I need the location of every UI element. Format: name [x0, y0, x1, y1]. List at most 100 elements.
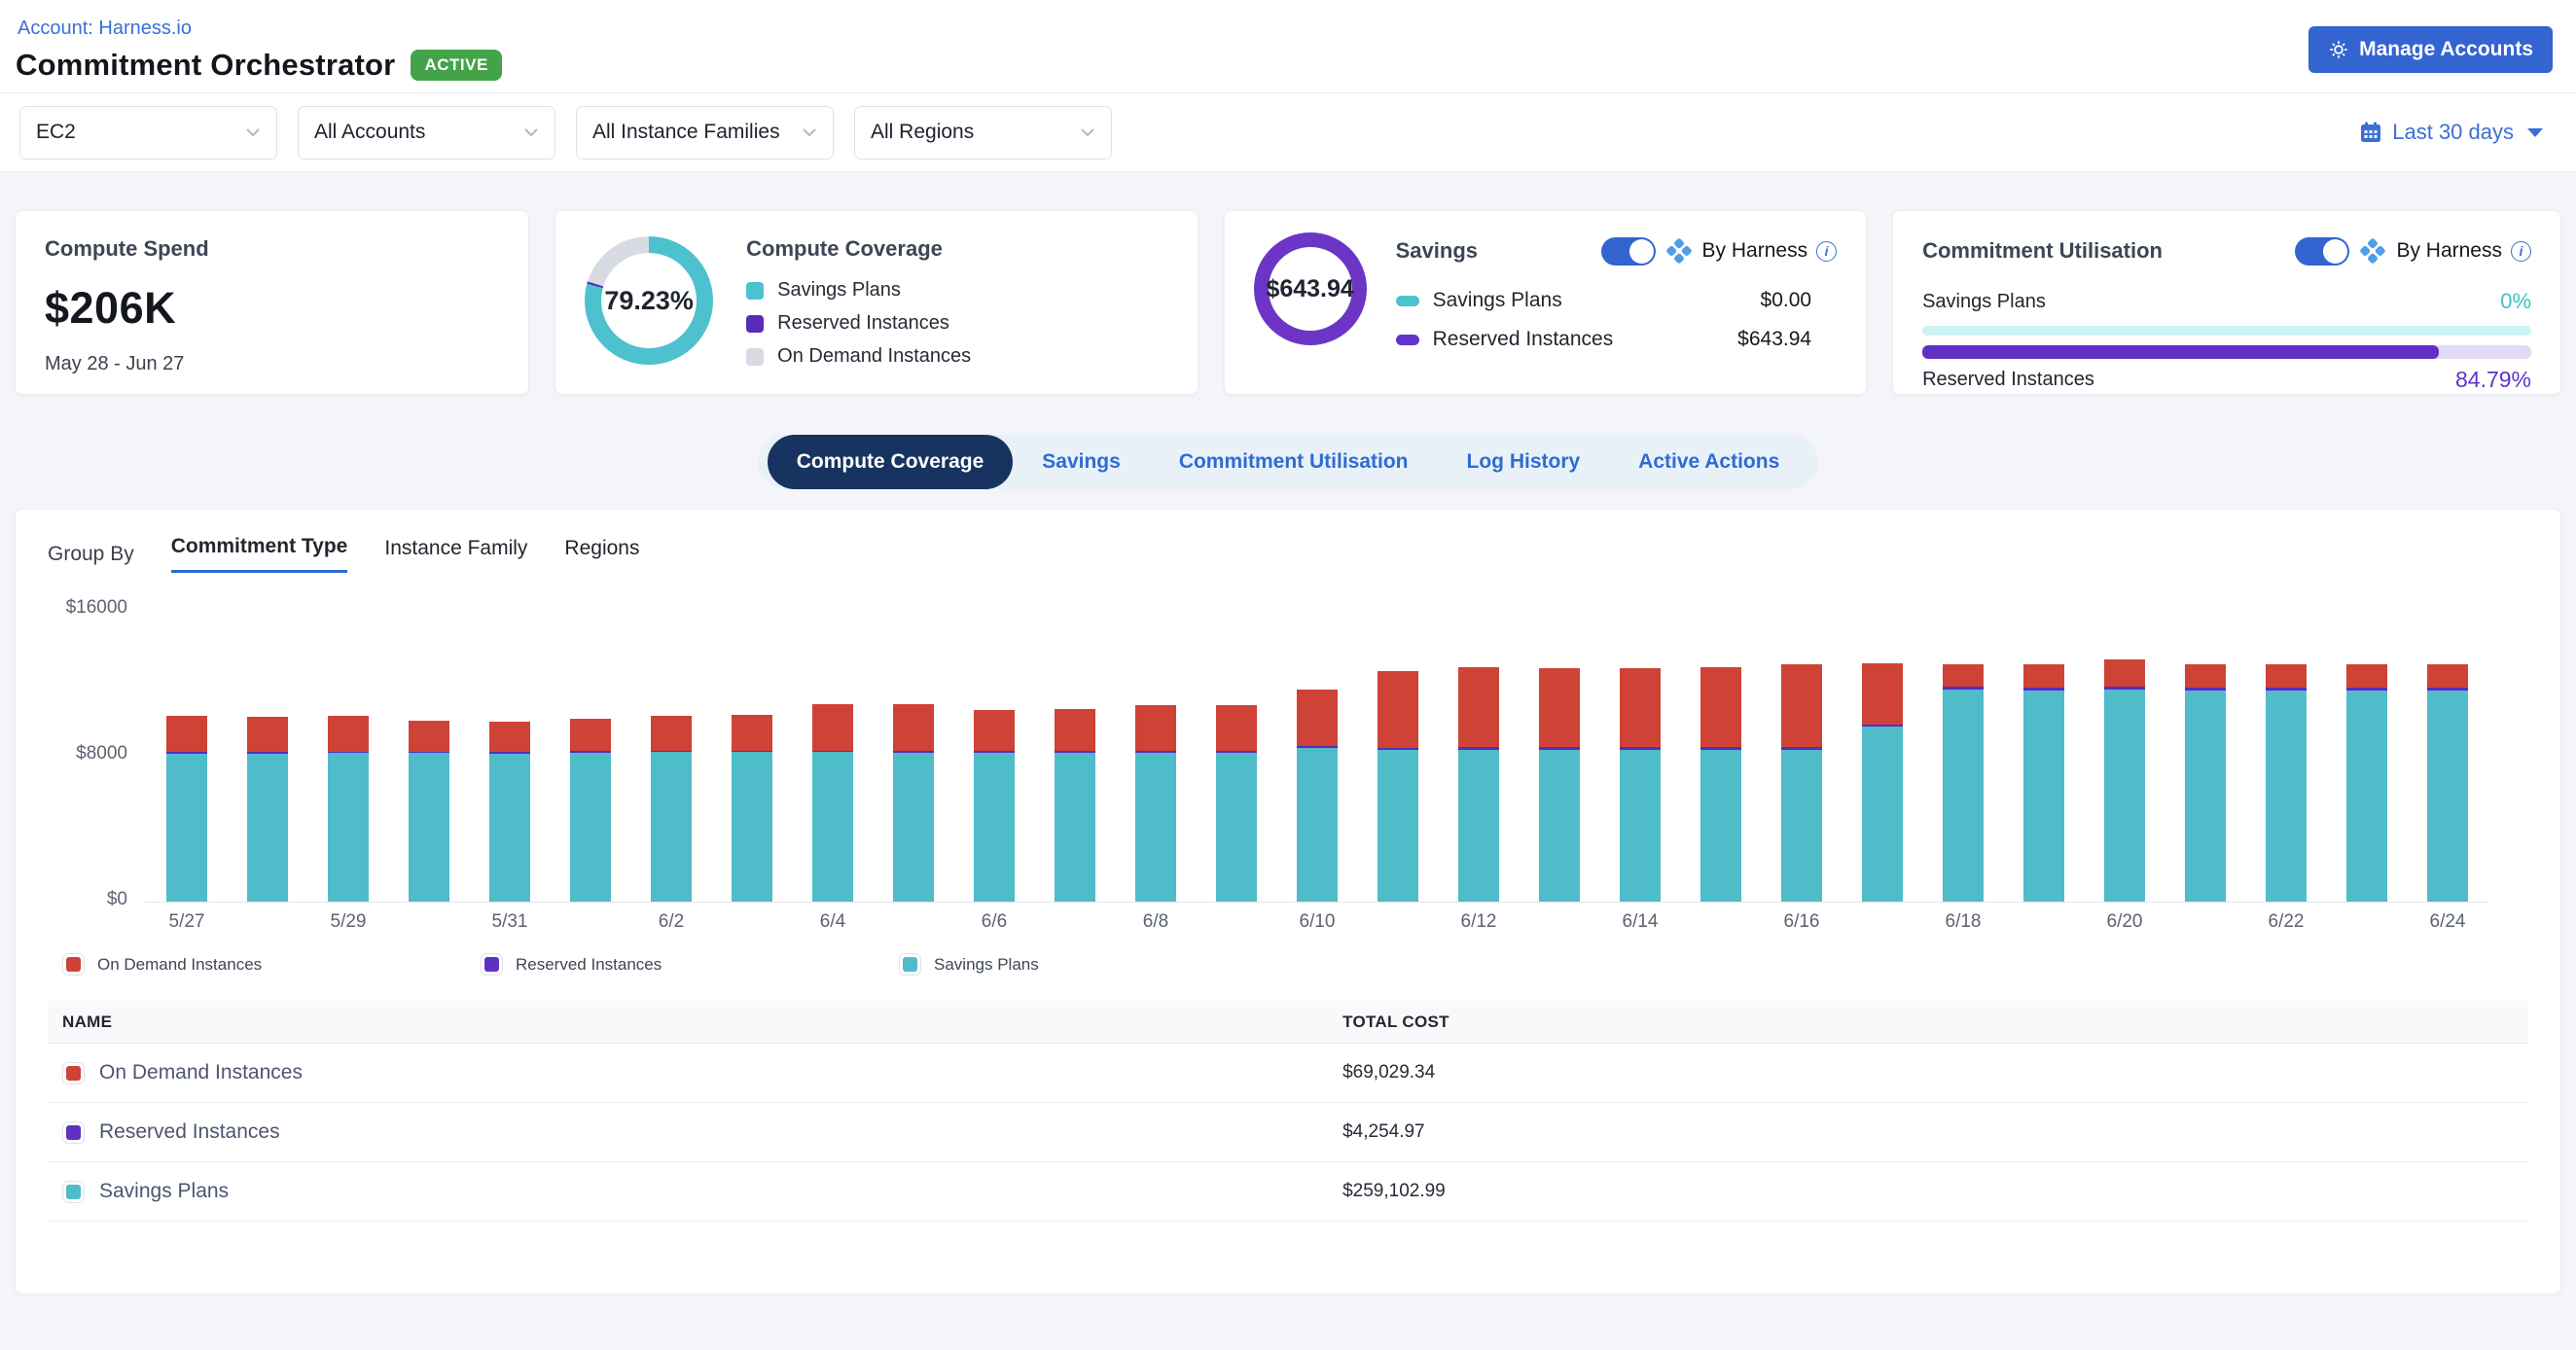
savings-plans-util-bar: [1922, 326, 2531, 336]
savings-plans-swatch: [1395, 295, 1419, 306]
bar-segment: [974, 750, 1015, 753]
bar-segment: [2346, 687, 2387, 691]
instance-families-select[interactable]: All Instance Families: [576, 105, 834, 160]
status-badge: ACTIVE: [411, 50, 502, 81]
header-left: Account: Harness.io Commitment Orchestra…: [16, 14, 502, 83]
bar-segment: [247, 752, 288, 754]
x-tick: 5/29: [330, 911, 367, 932]
on-demand-swatch: [62, 953, 85, 976]
bar-segment: [2185, 688, 2226, 692]
regions-select[interactable]: All Regions: [854, 105, 1112, 160]
row-name[interactable]: Savings Plans: [99, 1180, 230, 1202]
bar-segment: [2023, 687, 2064, 691]
bar-segment: [974, 710, 1015, 751]
table-header: NAME TOTAL COST: [48, 1001, 2528, 1044]
bar-segment: [1055, 750, 1095, 753]
bar-segment: [166, 715, 207, 752]
bar-segment: [1216, 750, 1257, 753]
group-by-commitment-type[interactable]: Commitment Type: [170, 535, 348, 573]
gear-icon: [2328, 39, 2349, 60]
bar-segment: [2104, 659, 2145, 687]
bar-segment: [1862, 724, 1903, 728]
bar-segment: [1539, 749, 1580, 902]
bar-segment: [1943, 687, 1984, 691]
savings-plans-util-label: Savings Plans: [1922, 290, 2046, 312]
reserved-instances-swatch: [746, 314, 765, 333]
reserved-instances-util-percent: 84.79%: [2454, 367, 2531, 392]
manage-accounts-button[interactable]: Manage Accounts: [2308, 26, 2553, 73]
compute-spend-card: Compute Spend $206K May 28 - Jun 27: [15, 210, 530, 395]
bar-segment: [1620, 668, 1661, 748]
by-harness-label: By Harness: [1701, 239, 1808, 262]
x-tick: 6/4: [819, 911, 846, 932]
bar-segment: [247, 753, 288, 902]
reserved-instances-swatch: [1395, 334, 1419, 345]
group-by-instance-family[interactable]: Instance Family: [384, 536, 528, 559]
tab-compute-coverage[interactable]: Compute Coverage: [767, 435, 1014, 489]
y-tick: $8000: [76, 743, 127, 764]
x-tick: 6/12: [1460, 911, 1497, 932]
bar-segment: [1297, 748, 1338, 902]
savings-ring-chart: $643.94: [1253, 232, 1367, 345]
bar-segment: [2266, 663, 2307, 689]
bar-segment: [1700, 667, 1741, 748]
x-tick: 6/20: [2106, 911, 2143, 932]
table-row[interactable]: Reserved Instances $4,254.97: [48, 1103, 2528, 1162]
chevron-down-icon: [523, 127, 539, 137]
bar-segment: [2023, 663, 2064, 688]
table-row[interactable]: Savings Plans $259,102.99: [48, 1162, 2528, 1222]
tab-active-actions[interactable]: Active Actions: [1638, 450, 1780, 473]
legend-item: Reserved Instances: [746, 312, 971, 335]
info-icon[interactable]: i: [1816, 240, 1838, 262]
row-name[interactable]: Reserved Instances: [99, 1120, 280, 1143]
legend-label: Reserved Instances: [777, 312, 949, 334]
accounts-select[interactable]: All Accounts: [298, 105, 555, 160]
bar-segment: [974, 752, 1015, 902]
bar-segment: [893, 703, 934, 751]
y-tick: $0: [106, 889, 127, 909]
bar-segment: [328, 716, 369, 752]
reserved-instances-util-fill: [1922, 345, 2439, 359]
row-total-cost: $259,102.99: [1342, 1181, 1446, 1201]
bar-segment: [651, 752, 692, 902]
x-tick: 6/2: [658, 911, 685, 932]
legend-item-on-demand: On Demand Instances: [62, 953, 481, 976]
bar-segment: [489, 751, 530, 754]
account-breadcrumb-link[interactable]: Account: Harness.io: [18, 18, 192, 39]
row-name[interactable]: On Demand Instances: [99, 1061, 303, 1084]
bar-segment: [812, 752, 853, 902]
by-harness-toggle[interactable]: [2295, 236, 2350, 266]
x-tick: 5/31: [491, 911, 528, 932]
row-total-cost: $69,029.34: [1342, 1062, 1436, 1083]
bar-segment: [893, 750, 934, 753]
bar-segment: [1297, 689, 1338, 747]
bar-segment: [2023, 690, 2064, 902]
date-range-picker[interactable]: Last 30 days: [2359, 120, 2557, 145]
bar-segment: [732, 752, 772, 902]
savings-plans-util-percent: 0%: [2500, 289, 2531, 313]
bar-segment: [1055, 708, 1095, 751]
tab-log-history[interactable]: Log History: [1466, 450, 1581, 473]
bar-segment: [2104, 689, 2145, 902]
by-harness-toggle[interactable]: [1600, 236, 1656, 266]
group-by-regions[interactable]: Regions: [564, 536, 640, 559]
bar-segment: [2346, 663, 2387, 688]
service-select[interactable]: EC2: [19, 105, 277, 160]
bar-segment: [732, 750, 772, 753]
x-tick: 6/8: [1142, 911, 1169, 932]
tab-commitment-utilisation[interactable]: Commitment Utilisation: [1178, 450, 1409, 473]
compute-coverage-panel: Group By Commitment Type Instance Family…: [15, 509, 2561, 1295]
x-tick: 6/10: [1299, 911, 1336, 932]
bar-segment: [1620, 747, 1661, 750]
savings-plans-swatch: [746, 281, 765, 300]
table-row[interactable]: On Demand Instances $69,029.34: [48, 1044, 2528, 1103]
bar-segment: [1135, 750, 1176, 753]
legend-item-savings-plans: Savings Plans: [899, 953, 1317, 976]
bar-segment: [1539, 747, 1580, 750]
page-title: Commitment Orchestrator: [16, 48, 396, 82]
x-tick: 6/24: [2429, 911, 2466, 932]
info-icon[interactable]: i: [2511, 240, 2531, 262]
bar-segment: [1781, 749, 1822, 902]
compute-spend-value: $206K: [45, 283, 177, 333]
tab-savings[interactable]: Savings: [1042, 450, 1121, 473]
